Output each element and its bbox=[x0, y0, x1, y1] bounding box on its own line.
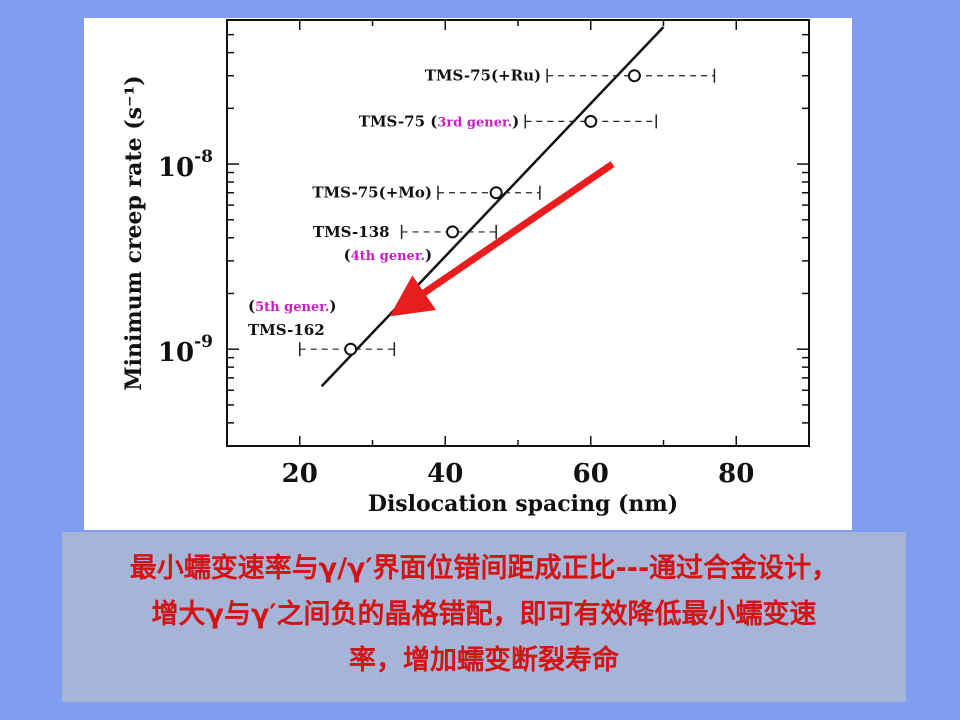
caption-line: 率，增加蠕变断裂寿命 bbox=[349, 645, 619, 676]
point-label-note: 5th gener. bbox=[255, 300, 329, 315]
point-note-label: (5th gener.) bbox=[248, 297, 337, 315]
point-label-paren: ) bbox=[425, 246, 432, 264]
point-label-note: 3rd gener. bbox=[437, 115, 512, 130]
fit-layer bbox=[320, 26, 665, 388]
y-tick-label-exponent: -8 bbox=[194, 147, 213, 167]
point-label: TMS-75(+Mo) bbox=[312, 184, 432, 202]
point-label-paren: ( bbox=[248, 297, 255, 315]
x-tick-label: 20 bbox=[282, 459, 318, 489]
point-label-paren: ( bbox=[344, 246, 351, 264]
data-point bbox=[344, 342, 358, 356]
data-point bbox=[446, 225, 460, 239]
marker-layer bbox=[344, 69, 641, 356]
y-tick-label-base: 10 bbox=[158, 153, 194, 183]
figure-panel: 20 40 60 80 10-9 10-8 TMS-75(+Ru) TMS-75 (3rd … bbox=[84, 18, 852, 530]
x-tick-label: 40 bbox=[427, 459, 463, 489]
caption-line: 增大γ与γ′之间负的晶格错配，即可有效降低最小蠕变速 bbox=[151, 599, 817, 630]
caption-box: 最小蠕变速率与γ/γ′界面位错间距成正比---通过合金设计， 增大γ与γ′之间负… bbox=[62, 532, 906, 702]
point-label: TMS-162 bbox=[248, 321, 325, 339]
point-note-label: (4th gener.) bbox=[344, 246, 433, 264]
caption-line: 最小蠕变速率与γ/γ′界面位错间距成正比---通过合金设计， bbox=[129, 553, 839, 584]
point-label-paren: ) bbox=[512, 112, 519, 130]
point-label-paren: ( bbox=[430, 112, 437, 130]
point-label: TMS-75(+Ru) bbox=[425, 67, 541, 85]
y-tick-label-base: 10 bbox=[158, 338, 194, 368]
data-point bbox=[489, 186, 503, 200]
x-tick-label: 80 bbox=[718, 459, 754, 489]
y-axis-title: Minimum creep rate (s⁻¹) bbox=[121, 75, 147, 390]
trend-arrow bbox=[389, 161, 615, 317]
point-label: TMS-75 (3rd gener.) bbox=[359, 112, 519, 130]
point-label: TMS-138 bbox=[313, 223, 390, 241]
data-point bbox=[627, 69, 641, 83]
y-tick-label: 10-8 bbox=[158, 147, 213, 183]
x-tick-label: 60 bbox=[573, 459, 609, 489]
point-label-name: TMS-75 bbox=[359, 112, 430, 130]
arrow-layer bbox=[389, 161, 615, 317]
data-point bbox=[584, 114, 598, 128]
point-label-note: 4th gener. bbox=[351, 249, 425, 264]
y-tick-label-exponent: -9 bbox=[194, 332, 213, 352]
point-label-paren: ) bbox=[329, 297, 336, 315]
y-tick-label: 10-9 bbox=[158, 332, 213, 368]
label-layer: TMS-75(+Ru) TMS-75 (3rd gener.) TMS-75(+Mo… bbox=[248, 67, 541, 339]
fit-line bbox=[320, 26, 665, 388]
x-axis-title: Dislocation spacing (nm) bbox=[368, 491, 678, 517]
